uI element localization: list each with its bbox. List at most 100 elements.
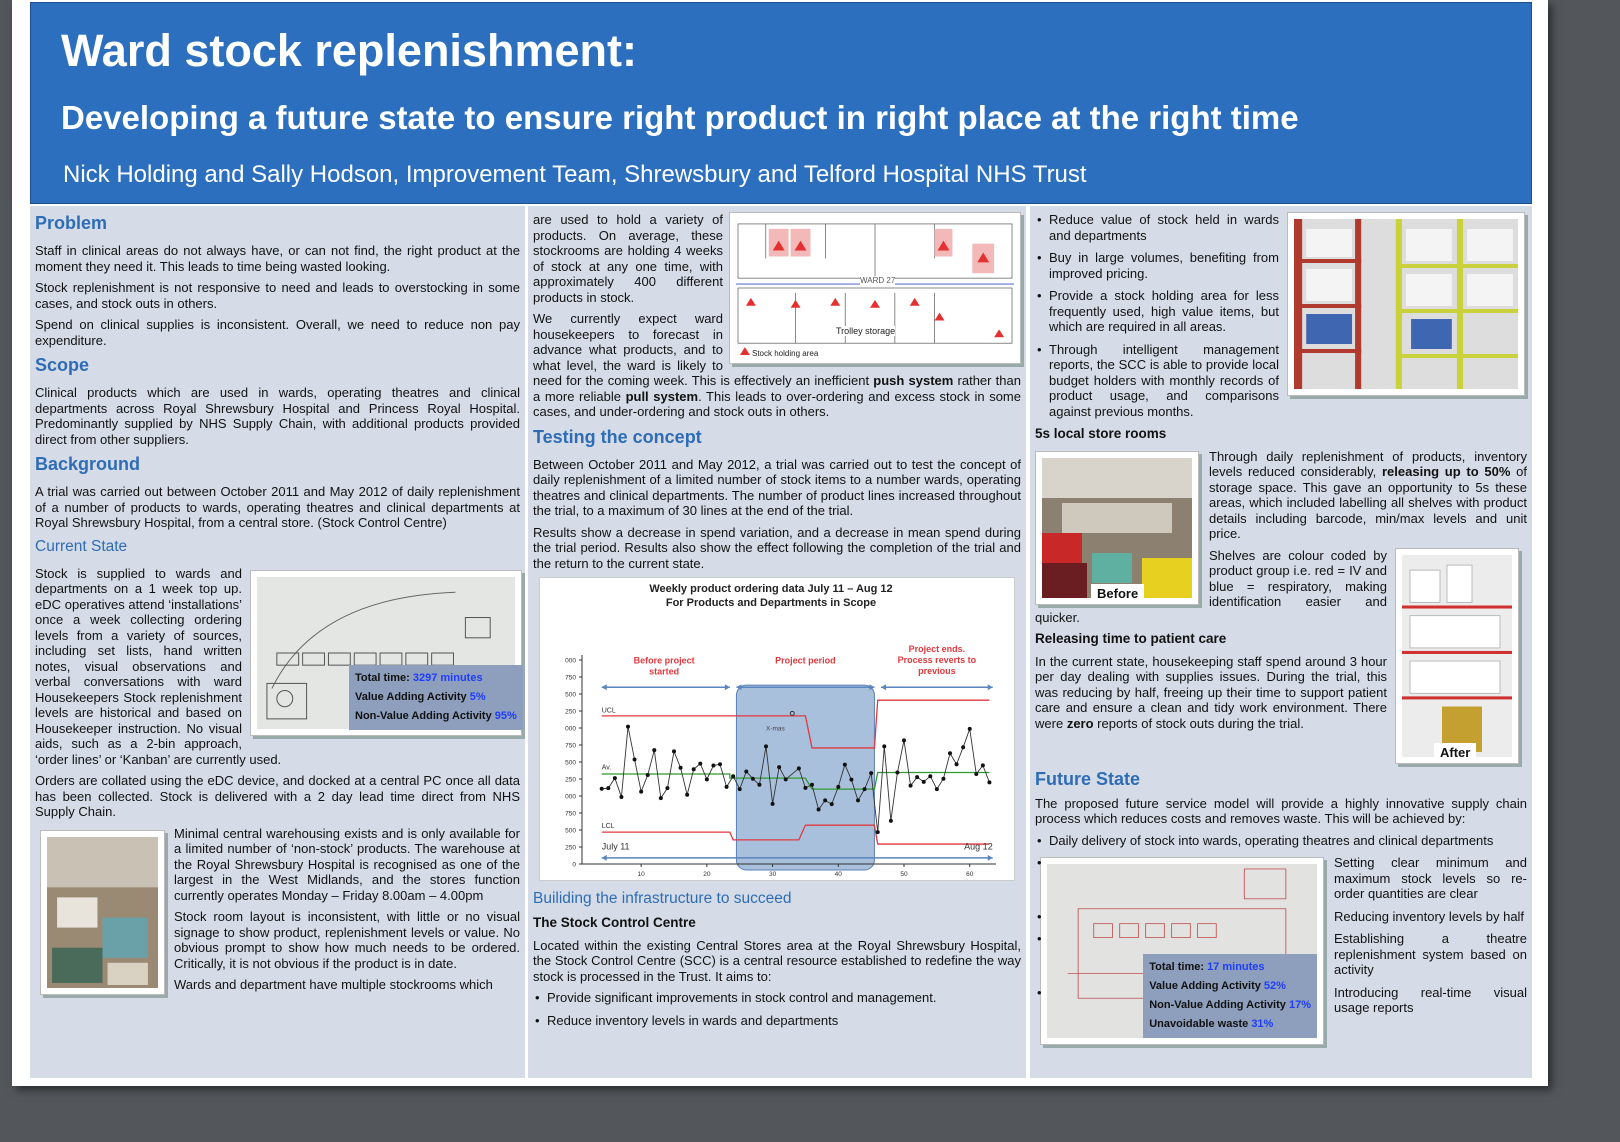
data-point bbox=[816, 807, 821, 812]
unavoidable-waste-value: 31% bbox=[1251, 1018, 1274, 1030]
data-point bbox=[849, 777, 854, 782]
chart-title: Weekly product ordering data July 11 – A… bbox=[649, 583, 892, 595]
data-point bbox=[796, 766, 801, 771]
list-item: Provide a stock holding area for less fr… bbox=[1035, 288, 1527, 335]
data-point bbox=[619, 794, 624, 799]
data-point bbox=[934, 787, 939, 792]
list-item: Reducing inventory levels by half bbox=[1035, 909, 1527, 925]
before-project-label: Before project bbox=[634, 655, 695, 665]
list-item: Setting clear minimum and maximum stock … bbox=[1035, 855, 1527, 902]
data-point bbox=[974, 772, 979, 777]
timeline-arrow-head bbox=[987, 854, 993, 861]
lcl-line bbox=[601, 824, 990, 845]
data-point bbox=[967, 726, 972, 731]
problem-heading: Problem bbox=[35, 213, 108, 233]
before-project-label: started bbox=[649, 666, 679, 676]
data-point bbox=[928, 774, 933, 779]
scc-benefits-list: Reduce value of stock held in wards and … bbox=[1035, 212, 1527, 419]
non-value-adding-label: Non-Value Adding Activity bbox=[355, 709, 492, 722]
project-ends-label: previous bbox=[918, 666, 956, 676]
y-tick-label: 500 bbox=[565, 692, 576, 699]
x-tick-label: 40 bbox=[835, 871, 843, 878]
data-point bbox=[829, 802, 834, 807]
x-tick-label: 30 bbox=[769, 871, 777, 878]
data-point bbox=[645, 772, 650, 777]
data-point bbox=[908, 783, 913, 788]
data-point bbox=[639, 789, 644, 794]
trolley-storage-label: Trolley storage bbox=[836, 326, 896, 336]
end-date-label: Aug 12 bbox=[964, 842, 993, 852]
testing-heading: Testing the concept bbox=[533, 426, 702, 447]
releasing-heading: Releasing time to patient care bbox=[1035, 631, 1227, 646]
scc-aims-list: Provide significant improvements in stoc… bbox=[533, 990, 1021, 1028]
data-point bbox=[718, 762, 722, 767]
floor-plan-image bbox=[736, 219, 1014, 357]
after-photo: After bbox=[1395, 547, 1519, 764]
future-state-heading: Future State bbox=[1035, 768, 1141, 789]
y-tick-label: 750 bbox=[565, 811, 576, 818]
non-value-adding-value: 95% bbox=[494, 709, 517, 722]
future-state-text: The proposed future service model will p… bbox=[1035, 795, 1527, 827]
data-point bbox=[724, 784, 729, 789]
y-tick-label: 000 bbox=[565, 726, 576, 733]
background-heading: Background bbox=[35, 454, 141, 474]
list-item: Establishing a theatre replenishment sys… bbox=[1035, 931, 1527, 978]
future-state-list: Setting clear minimum and maximum stock … bbox=[1035, 855, 1527, 1016]
poster-header: Ward stock replenishment: Developing a f… bbox=[30, 2, 1532, 204]
before-photo: Before bbox=[1035, 450, 1199, 605]
data-point bbox=[921, 779, 926, 784]
data-point bbox=[626, 724, 630, 729]
cluttered-stockroom-image bbox=[47, 836, 158, 988]
before-caption: Before bbox=[1091, 584, 1145, 604]
x-tick-label: 50 bbox=[900, 871, 908, 878]
data-point bbox=[685, 792, 690, 797]
project-period-arrow-head bbox=[736, 684, 742, 691]
data-point bbox=[731, 774, 736, 779]
testing-text: Results show a decrease in spend variati… bbox=[533, 524, 1021, 571]
current-state-text: Minimal central warehousing exists and i… bbox=[174, 825, 520, 903]
project-period-label: Project period bbox=[775, 655, 836, 665]
y-tick-label: 750 bbox=[565, 743, 576, 750]
list-item: Buy in large volumes, benefiting from im… bbox=[1035, 250, 1527, 281]
problem-text: Spend on clinical supplies is inconsiste… bbox=[35, 317, 520, 348]
list-item: Through intelligent management reports, … bbox=[1035, 342, 1527, 420]
before-stockroom-image bbox=[1042, 457, 1192, 598]
after-caption: After bbox=[1434, 743, 1477, 763]
ward-floor-plan: WARD 27 Trolley storage Stock holding ar… bbox=[729, 212, 1021, 364]
lcl-label: LCL bbox=[602, 823, 615, 830]
future-delivery-list: Daily delivery of stock into wards, oper… bbox=[1035, 833, 1527, 849]
infrastructure-heading: Builiding the infrastructure to succeed bbox=[533, 890, 792, 907]
xmas-label: X-mas bbox=[766, 726, 786, 733]
problem-text: Staff in clinical areas do not always ha… bbox=[35, 243, 520, 274]
data-point bbox=[672, 749, 676, 754]
data-point bbox=[842, 762, 847, 767]
list-item: Reduce inventory levels in wards and dep… bbox=[533, 1013, 1021, 1029]
ucl-line bbox=[601, 699, 990, 749]
data-point bbox=[750, 776, 755, 781]
scc-subheading: The Stock Control Centre bbox=[533, 915, 696, 930]
current-state-stats: Total time: 3297 minutes Value Adding Ac… bbox=[349, 664, 523, 730]
data-point bbox=[902, 738, 906, 743]
data-point bbox=[691, 767, 696, 772]
spc-chart: Weekly product ordering data July 11 – A… bbox=[539, 577, 1015, 881]
y-tick-label: 0 bbox=[572, 862, 576, 869]
scope-text: Clinical products which are used in ward… bbox=[35, 385, 520, 447]
current-state-text: Stock is supplied to wards and departmen… bbox=[35, 565, 282, 767]
data-point bbox=[612, 776, 617, 781]
data-point bbox=[915, 775, 920, 780]
data-point bbox=[941, 776, 946, 781]
poster-subtitle: Developing a future state to ensure righ… bbox=[61, 99, 1299, 136]
value-adding-label: Value Adding Activity bbox=[355, 690, 467, 703]
y-tick-label: 250 bbox=[565, 709, 576, 716]
y-tick-label: 500 bbox=[565, 760, 576, 767]
store-rooms-text: Through daily replenishment of products,… bbox=[1209, 448, 1527, 542]
data-point bbox=[599, 786, 604, 791]
x-tick-label: 10 bbox=[638, 871, 646, 878]
data-point bbox=[658, 796, 663, 801]
data-point bbox=[882, 744, 887, 749]
x-tick-label: 60 bbox=[966, 871, 974, 878]
data-point bbox=[980, 763, 985, 768]
data-point bbox=[948, 751, 952, 756]
average-line bbox=[601, 771, 990, 790]
data-point bbox=[737, 787, 742, 792]
